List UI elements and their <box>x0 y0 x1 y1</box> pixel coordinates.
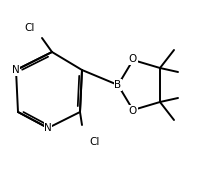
Text: Cl: Cl <box>90 137 100 147</box>
Text: Cl: Cl <box>25 23 35 33</box>
Text: O: O <box>129 54 137 64</box>
Text: B: B <box>114 80 122 90</box>
Text: O: O <box>129 106 137 116</box>
Text: N: N <box>44 123 52 133</box>
Text: N: N <box>12 65 20 75</box>
